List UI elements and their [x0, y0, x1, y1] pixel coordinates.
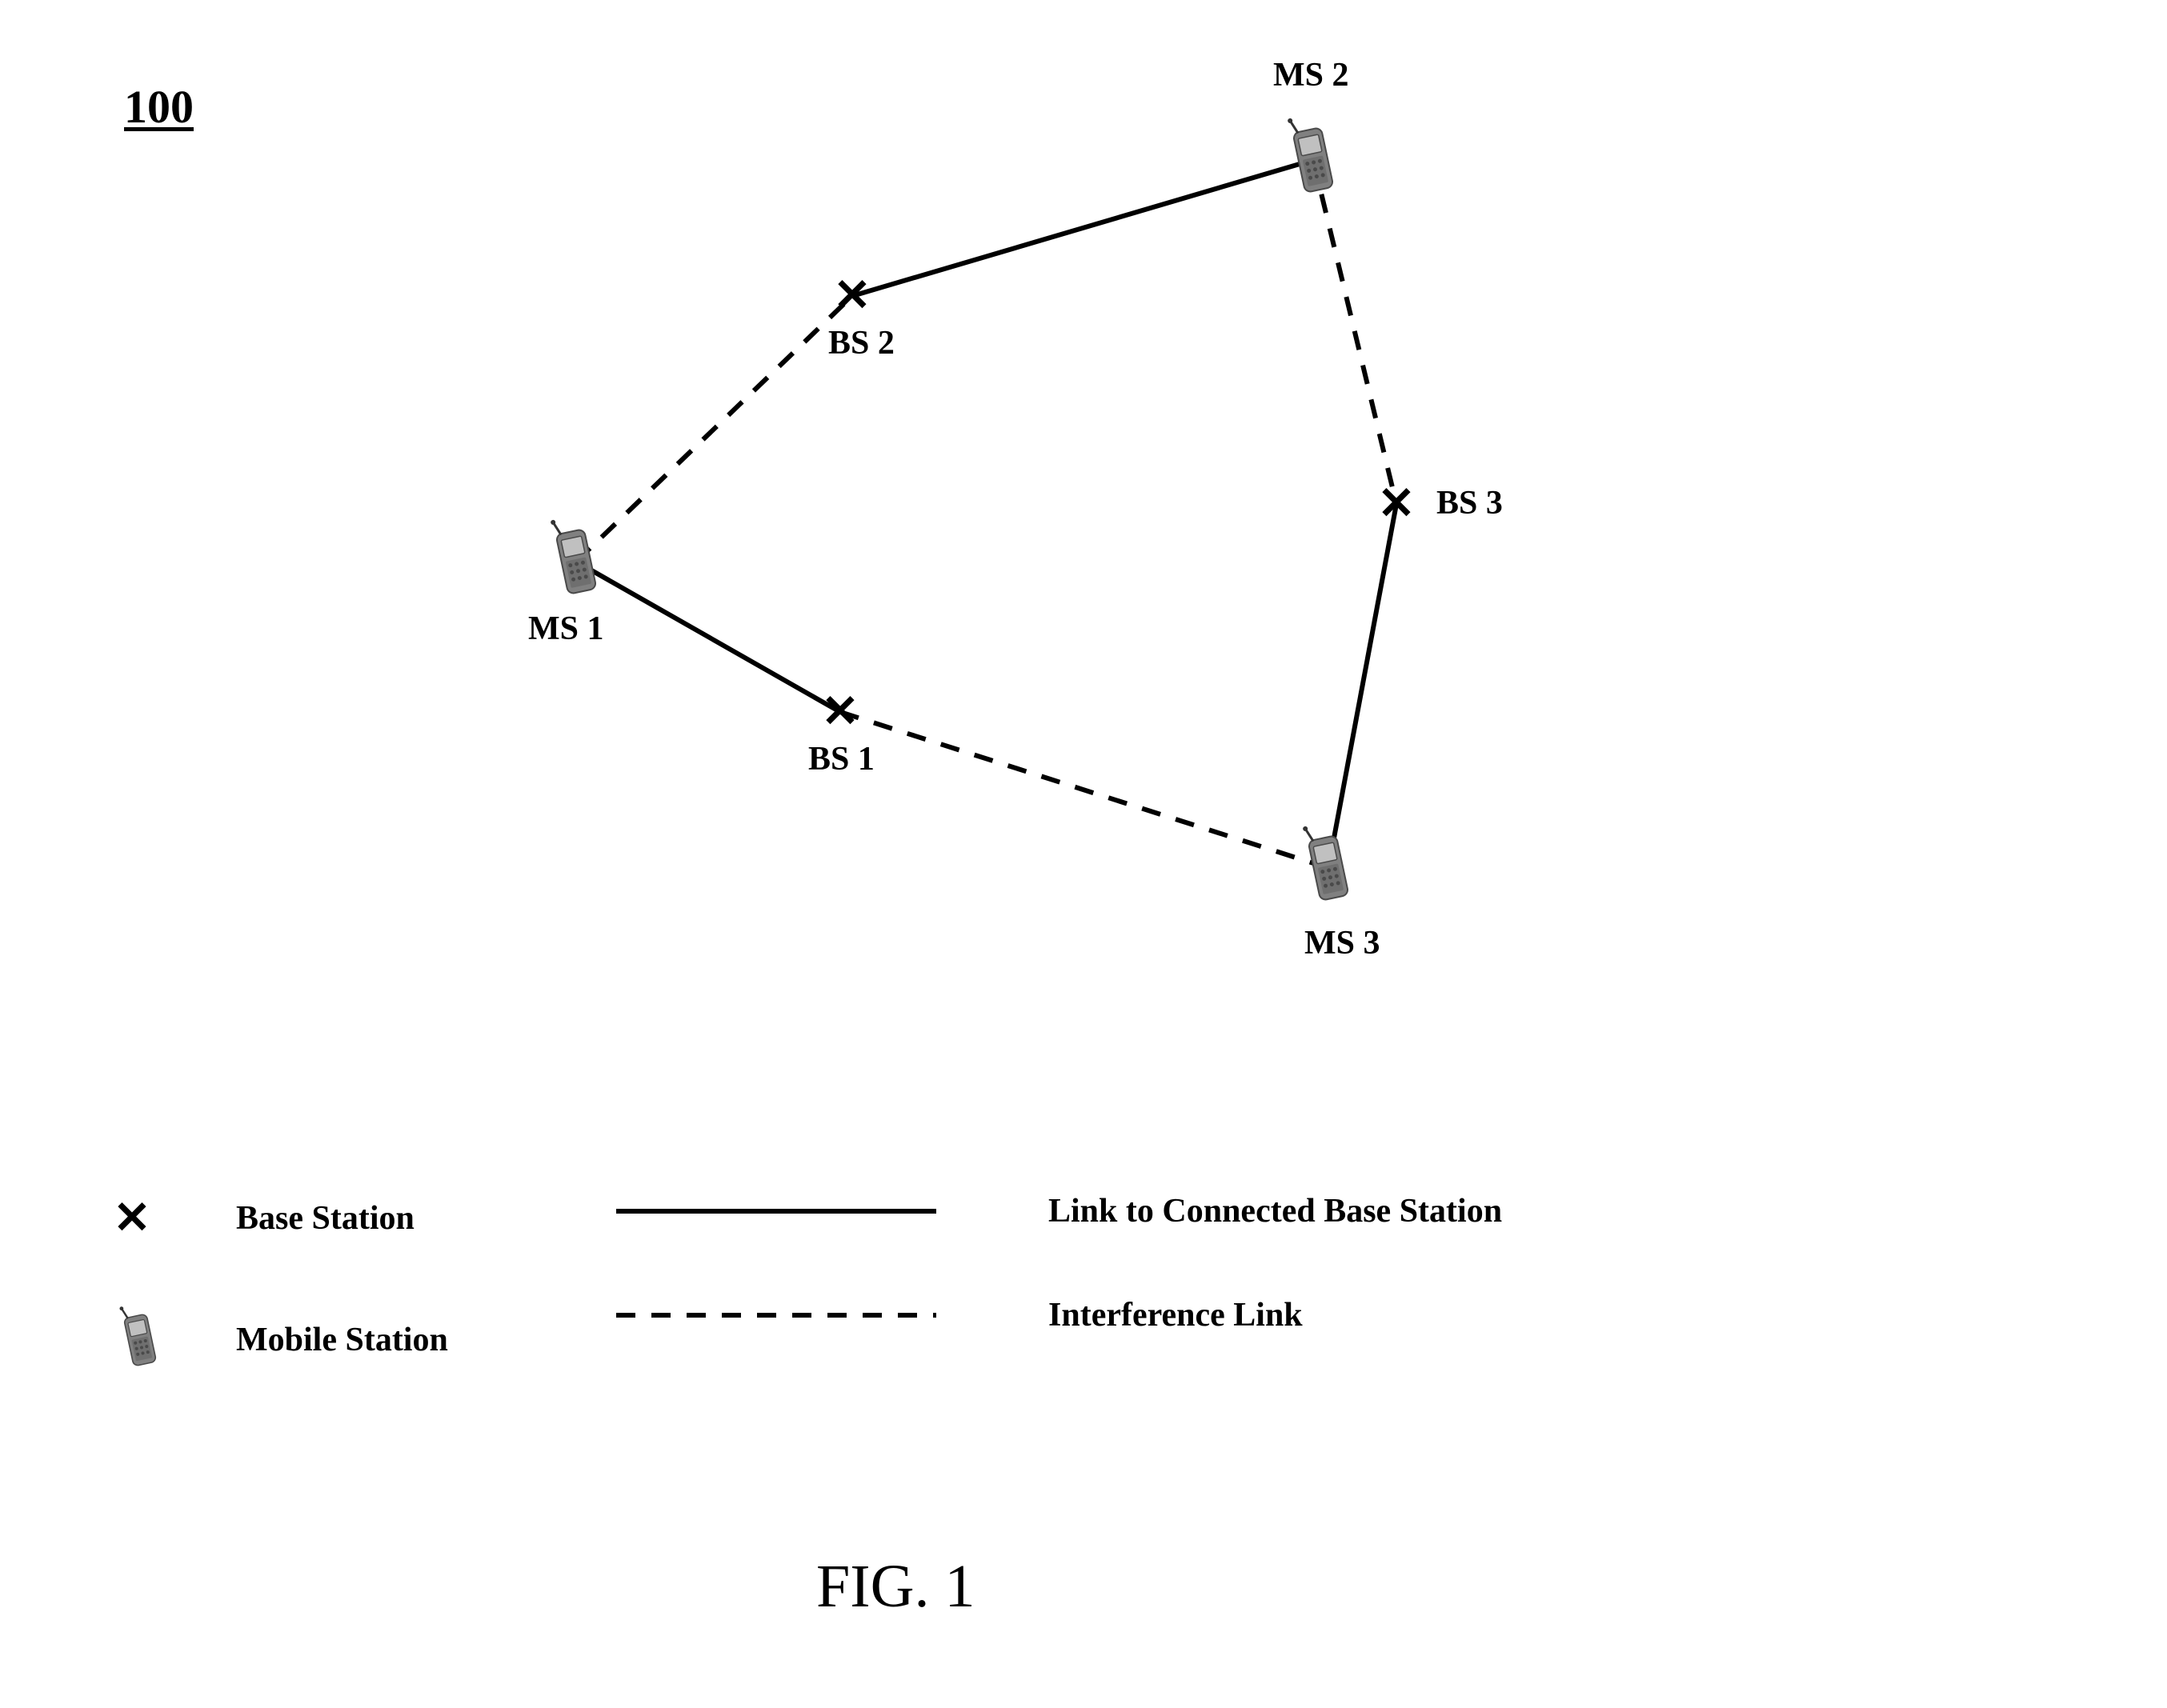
- node-label-ms2: MS 2: [1273, 56, 1349, 94]
- diagram-canvas: ✕ ✕ ✕: [0, 0, 2167, 1708]
- mobile-station-icon-ms1: [551, 514, 597, 595]
- legend-label: Base Station: [236, 1199, 415, 1238]
- node-label-bs2: BS 2: [828, 324, 895, 362]
- figure-number: 100: [124, 80, 194, 134]
- node-label-bs3: BS 3: [1436, 484, 1503, 522]
- base-station-marker-bs1: ✕: [822, 687, 859, 737]
- phone-icon: [108, 1296, 172, 1384]
- dashed-line-icon: [616, 1307, 936, 1323]
- legend-label: Link to Connected Base Station: [1048, 1192, 1502, 1230]
- edge-bs2-ms2: [852, 160, 1313, 296]
- legend-row-0: ✕ Base Station: [108, 1192, 415, 1244]
- mobile-station-icon-ms2: [1288, 113, 1334, 194]
- legend-row-3: Interference Link: [616, 1296, 1303, 1334]
- legend-row-1: Mobile Station: [108, 1296, 448, 1384]
- node-label-ms3: MS 3: [1304, 924, 1380, 962]
- legend-row-2: Link to Connected Base Station: [616, 1192, 1502, 1230]
- edge-ms1-bs2: [576, 296, 852, 562]
- solid-line-icon: [616, 1203, 936, 1219]
- edge-ms1-bs1: [576, 562, 840, 712]
- legend-label: Mobile Station: [236, 1321, 448, 1359]
- base-station-marker-bs3: ✕: [1378, 479, 1416, 529]
- mobile-station-icon-ms3: [1303, 821, 1349, 902]
- base-station-marker-bs2: ✕: [834, 271, 871, 321]
- edge-bs1-ms3: [840, 712, 1328, 868]
- x-marker-icon: ✕: [108, 1192, 156, 1244]
- node-label-bs1: BS 1: [808, 740, 875, 778]
- legend-label: Interference Link: [1048, 1296, 1303, 1334]
- edge-ms2-bs3: [1313, 160, 1396, 504]
- figure-title: FIG. 1: [816, 1552, 975, 1622]
- edge-bs3-ms3: [1328, 504, 1396, 868]
- node-label-ms1: MS 1: [528, 610, 604, 648]
